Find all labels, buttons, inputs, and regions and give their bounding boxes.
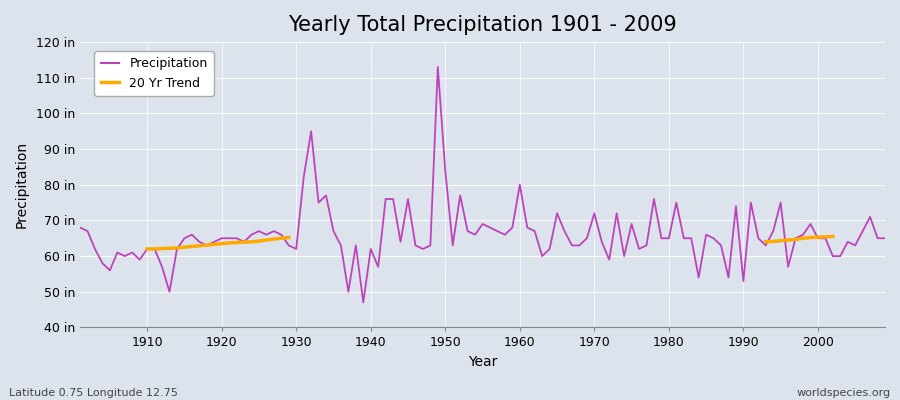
Text: worldspecies.org: worldspecies.org — [796, 388, 891, 398]
20 Yr Trend — [246, 240, 256, 244]
Line: Precipitation: Precipitation — [80, 67, 885, 302]
20 Yr Trend — [261, 238, 272, 242]
Line: 20 Yr Trend: 20 Yr Trend — [147, 238, 289, 249]
20 Yr Trend — [224, 240, 235, 245]
20 Yr Trend — [202, 243, 212, 248]
Title: Yearly Total Precipitation 1901 - 2009: Yearly Total Precipitation 1901 - 2009 — [288, 15, 677, 35]
20 Yr Trend — [231, 240, 242, 245]
Precipitation — [879, 236, 890, 241]
20 Yr Trend — [238, 240, 249, 244]
20 Yr Trend — [268, 236, 279, 241]
20 Yr Trend — [149, 246, 160, 251]
20 Yr Trend — [186, 244, 197, 249]
Precipitation — [343, 289, 354, 294]
Precipitation — [522, 225, 533, 230]
20 Yr Trend — [216, 241, 227, 246]
20 Yr Trend — [157, 246, 167, 251]
Precipitation — [75, 225, 86, 230]
20 Yr Trend — [179, 245, 190, 250]
20 Yr Trend — [254, 239, 265, 244]
20 Yr Trend — [276, 236, 287, 241]
Y-axis label: Precipitation: Precipitation — [15, 141, 29, 228]
Text: Latitude 0.75 Longitude 12.75: Latitude 0.75 Longitude 12.75 — [9, 388, 178, 398]
20 Yr Trend — [284, 235, 294, 240]
Precipitation — [529, 229, 540, 234]
Precipitation — [298, 175, 309, 180]
20 Yr Trend — [209, 242, 220, 247]
20 Yr Trend — [172, 246, 183, 250]
Precipitation — [134, 257, 145, 262]
Precipitation — [432, 65, 443, 70]
Precipitation — [618, 254, 629, 258]
Precipitation — [358, 300, 369, 305]
20 Yr Trend — [164, 246, 175, 251]
20 Yr Trend — [141, 246, 152, 251]
Legend: Precipitation, 20 Yr Trend: Precipitation, 20 Yr Trend — [94, 51, 214, 96]
X-axis label: Year: Year — [468, 355, 497, 369]
20 Yr Trend — [194, 243, 204, 248]
